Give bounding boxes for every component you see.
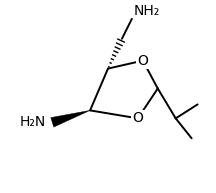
Text: O: O — [137, 54, 148, 68]
Text: H₂N: H₂N — [20, 115, 46, 129]
Text: NH₂: NH₂ — [134, 4, 160, 18]
Polygon shape — [51, 110, 90, 127]
Text: O: O — [132, 111, 143, 125]
